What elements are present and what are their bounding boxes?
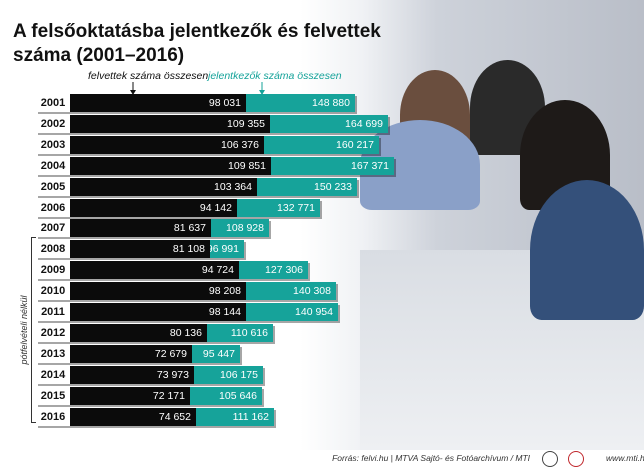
bar-admitted-2015: 72 171 [36,387,190,405]
bar-admitted-2008: 81 108 [36,240,210,258]
footer-url: www.mti.hu [606,453,644,463]
bar-admitted-2003: 106 376 [36,136,264,154]
year-label-2012: 2012 [36,324,70,342]
year-label-2007: 2007 [36,219,70,237]
year-label-2001: 2001 [36,94,70,112]
year-label-2014: 2014 [36,366,70,384]
bar-admitted-2009: 94 724 [36,261,239,279]
year-label-2006: 2006 [36,199,70,217]
footer-source: Forrás: felvi.hu | MTVA Sajtó- és Fotóar… [332,453,530,463]
bar-admitted-2011: 98 144 [36,303,246,321]
bar-admitted-2005: 103 364 [36,178,257,196]
year-label-2010: 2010 [36,282,70,300]
background-photo [300,0,644,450]
mtva-logo-icon [542,451,558,467]
year-label-2009: 2009 [36,261,70,279]
bar-admitted-2004: 109 851 [36,157,271,175]
bar-admitted-2010: 98 208 [36,282,246,300]
bar-admitted-2002: 109 355 [36,115,270,133]
legend-admitted: felvettek száma összesen [88,70,209,82]
year-label-2011: 2011 [36,303,70,321]
year-label-2015: 2015 [36,387,70,405]
year-label-2016: 2016 [36,408,70,426]
bar-admitted-2006: 94 142 [36,199,237,217]
year-label-2013: 2013 [36,345,70,363]
year-label-2005: 2005 [36,178,70,196]
side-label: pótfelvételi nélkül [19,295,29,365]
legend-applicants: jelentkezők száma összesen [208,70,342,82]
year-label-2008: 2008 [36,240,70,258]
bar-admitted-2012: 80 136 [36,324,207,342]
year-label-2004: 2004 [36,157,70,175]
year-label-2003: 2003 [36,136,70,154]
mti-logo-icon [568,451,584,467]
bar-admitted-2014: 73 973 [36,366,194,384]
chart-title: A felsőoktatásba jelentkezők és felvette… [13,21,381,66]
photo-student [530,180,644,320]
year-label-2002: 2002 [36,115,70,133]
bar-admitted-2016: 74 652 [36,408,196,426]
bar-admitted-2001: 98 031 [36,94,246,112]
footer-bar [0,450,644,471]
bracket-no-supplementary [31,237,36,423]
bar-admitted-2007: 81 637 [36,219,211,237]
bar-admitted-2013: 72 679 [36,345,192,363]
